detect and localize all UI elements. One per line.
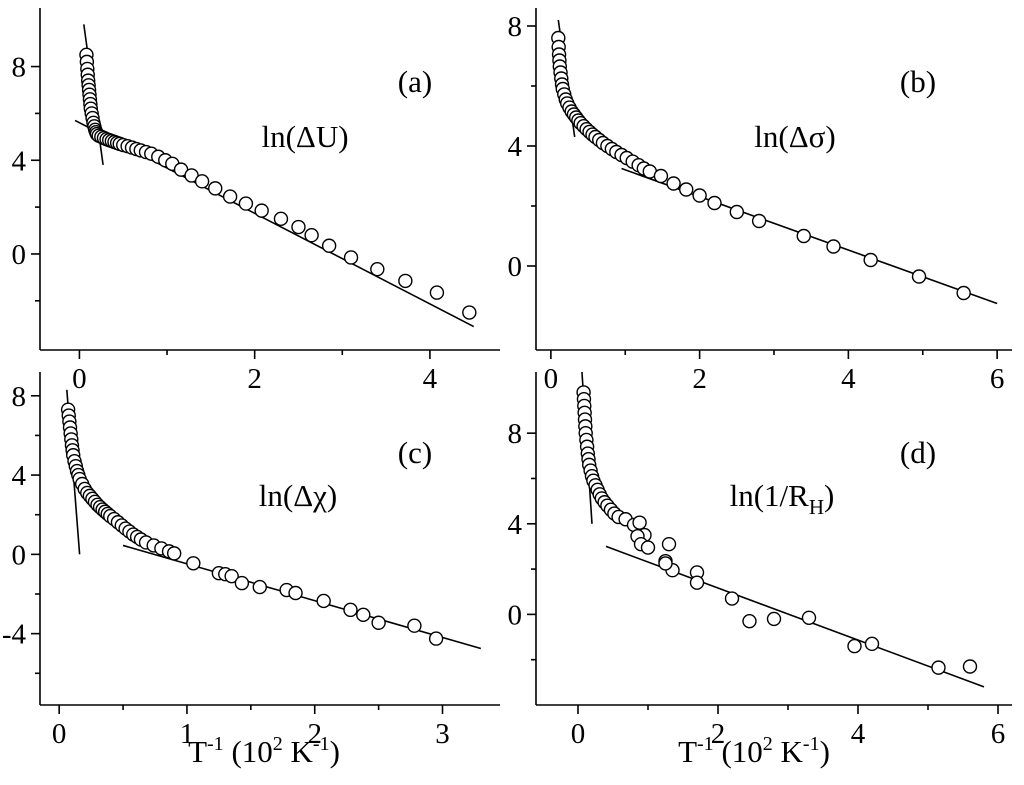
panel-c-plot: 0 1 2 3 -4 0 4 8 (c) ln(Δχ) <box>2 372 500 750</box>
data-point <box>956 285 971 301</box>
data-point <box>252 579 267 595</box>
data-point <box>291 219 306 235</box>
x-tick-label: 2 <box>711 718 726 750</box>
panel-label: (c) <box>398 435 432 470</box>
data-point <box>707 195 722 211</box>
x-tick-label: 2 <box>307 718 322 750</box>
data-point <box>428 631 444 646</box>
data-point <box>864 636 880 652</box>
data-point <box>343 250 359 265</box>
data-point <box>666 176 681 191</box>
x-tick-label: 0 <box>571 718 586 750</box>
data-point <box>863 252 878 268</box>
x-tick-label: 0 <box>544 363 559 395</box>
data-point <box>742 613 757 629</box>
data-point <box>194 174 210 189</box>
data-point <box>692 188 707 203</box>
data-point <box>751 213 767 229</box>
data-point <box>234 575 250 591</box>
quantity-label: ln(1/RH) <box>730 478 835 519</box>
data-point <box>343 602 358 618</box>
data-point <box>304 228 319 243</box>
data-point <box>962 659 978 674</box>
data-point <box>222 189 238 204</box>
data-point <box>679 182 694 197</box>
data-point <box>661 536 677 552</box>
x-axis-label-right: T-1 (102 K-1) <box>678 733 830 769</box>
data-point <box>321 238 337 253</box>
y-tick-label: 8 <box>508 11 523 43</box>
x-tick-label: 0 <box>52 718 67 750</box>
y-tick-label: 4 <box>508 509 523 541</box>
data-point <box>429 285 445 300</box>
panel-a-plot: 0 2 4 0 4 8 (a) ln(ΔU) <box>12 8 500 395</box>
data-point <box>224 568 239 584</box>
y-tick-label: 4 <box>12 145 27 177</box>
data-point <box>653 168 669 184</box>
data-point <box>186 556 201 571</box>
y-tick-label: 8 <box>12 52 27 84</box>
panel-label: (b) <box>900 64 936 99</box>
data-point <box>640 540 656 555</box>
data-point <box>288 585 303 601</box>
data-point <box>724 591 740 606</box>
y-tick-label: 0 <box>12 539 27 571</box>
x-tick-label: 1 <box>180 718 195 750</box>
y-tick-label: 0 <box>508 599 523 631</box>
y-tick-label: 4 <box>508 131 523 163</box>
x-tick-label: 0 <box>72 363 87 395</box>
fit-line <box>122 544 482 650</box>
panel-label: (d) <box>900 435 936 470</box>
data-point <box>407 618 422 633</box>
y-tick-label: 0 <box>508 251 523 283</box>
x-tick-label: 2 <box>247 363 262 395</box>
data-point <box>766 611 782 627</box>
data-point <box>847 638 862 654</box>
data-point <box>370 261 385 277</box>
x-tick-label: 6 <box>991 718 1006 750</box>
data-point <box>729 204 745 220</box>
data-point <box>166 546 182 561</box>
x-tick-label: 4 <box>841 363 856 395</box>
data-point <box>796 228 811 244</box>
x-tick-label: 4 <box>851 718 866 750</box>
data-point <box>801 610 817 625</box>
data-point <box>462 305 477 320</box>
plot-area <box>60 389 482 650</box>
data-point <box>398 273 413 289</box>
data-point <box>316 593 331 609</box>
plot-area <box>551 19 998 305</box>
data-point <box>632 515 647 530</box>
y-tick-label: 8 <box>12 381 27 413</box>
y-tick-label: 8 <box>508 418 523 450</box>
y-tick-label: 4 <box>12 460 27 492</box>
data-point <box>371 615 386 630</box>
plot-area <box>74 24 477 328</box>
panel-label: (a) <box>398 64 432 99</box>
x-axis-label-left: T-1 (102 K-1) <box>188 733 340 769</box>
data-point <box>658 556 673 571</box>
x-tick-label: 6 <box>990 363 1005 395</box>
quantity-label: ln(ΔU) <box>261 119 348 154</box>
y-tick-label: 0 <box>12 239 27 271</box>
data-point <box>931 660 946 675</box>
data-point <box>356 607 371 623</box>
x-tick-label: 4 <box>423 363 438 395</box>
panel-b-plot: 0 2 4 6 0 4 8 (b) ln(Δσ) <box>508 8 1012 395</box>
data-point <box>273 211 289 227</box>
data-point <box>689 575 705 590</box>
data-point <box>238 196 254 211</box>
y-tick-label: -4 <box>2 619 27 651</box>
plot-area <box>576 372 985 688</box>
x-tick-label: 3 <box>435 718 450 750</box>
data-point <box>826 239 841 254</box>
quantity-label: ln(Δχ) <box>259 478 337 513</box>
x-tick-label: 2 <box>692 363 707 395</box>
data-point <box>254 203 269 218</box>
quantity-label: ln(Δσ) <box>754 119 835 154</box>
data-point <box>911 269 927 284</box>
data-point <box>208 181 223 196</box>
panel-d-plot: 0 2 4 6 0 4 8 (d) ln(1/RH) <box>508 372 1012 750</box>
